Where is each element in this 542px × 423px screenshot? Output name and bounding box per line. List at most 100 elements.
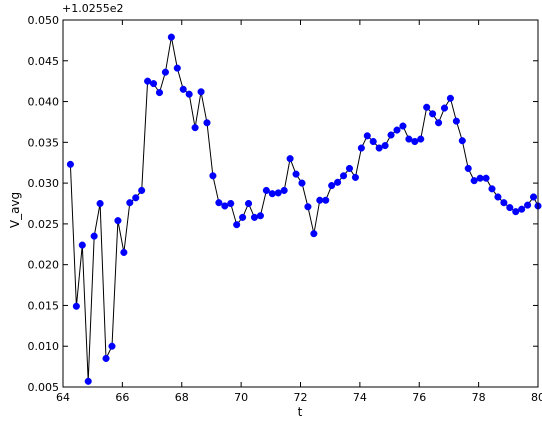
data-point: [357, 144, 365, 152]
data-point: [114, 217, 122, 225]
data-point: [108, 342, 116, 350]
data-point: [250, 213, 259, 221]
y-axis-label: V_avg: [8, 192, 22, 228]
data-point: [429, 110, 437, 118]
y-tick-label: 0.050: [28, 14, 60, 27]
data-point: [494, 193, 502, 201]
x-tick-label: 64: [56, 391, 70, 404]
data-point: [470, 177, 478, 185]
data-point: [339, 172, 348, 180]
data-point: [452, 117, 460, 125]
data-point: [529, 193, 538, 201]
y-offset-label: +1.0255e2: [62, 2, 123, 15]
data-point: [345, 164, 354, 172]
y-tick-label: 0.045: [28, 55, 60, 68]
x-axis-label: t: [298, 405, 303, 419]
series-line: [69, 37, 539, 382]
data-point: [138, 186, 146, 195]
data-point: [387, 131, 395, 139]
x-tick-label: 70: [234, 391, 248, 404]
y-tick-label: 0.025: [28, 218, 60, 231]
y-tick-label: 0.005: [28, 381, 60, 394]
data-point: [96, 199, 104, 208]
x-tick-label: 66: [115, 391, 129, 404]
data-point: [262, 186, 270, 195]
y-tick-label: 0.010: [28, 340, 60, 353]
data-point: [434, 119, 443, 127]
x-tick-label: 74: [353, 391, 367, 404]
data-point: [209, 172, 217, 180]
data-point: [405, 135, 413, 143]
data-point: [363, 132, 371, 140]
x-tick-label: 72: [294, 391, 308, 404]
data-point: [66, 160, 74, 168]
data-point: [126, 199, 134, 207]
data-point: [381, 142, 389, 150]
data-point: [500, 199, 508, 207]
data-point: [256, 212, 264, 220]
data-point: [310, 230, 318, 238]
data-point: [292, 170, 300, 178]
data-point: [518, 205, 526, 213]
data-point: [506, 204, 514, 212]
data-point: [417, 135, 425, 143]
data-point: [393, 126, 401, 134]
axis-ticks: 64 66 68 70 72 74 76 78 80 0.005 0.010 0.015 0.020 0.…: [28, 14, 542, 404]
data-point: [482, 174, 490, 182]
x-tick-label: 68: [175, 391, 189, 404]
data-point: [369, 137, 377, 146]
data-point: [72, 302, 80, 310]
data-point: [316, 196, 324, 204]
y-tick-label: 0.020: [28, 259, 60, 272]
data-point: [185, 90, 193, 98]
x-tick-label: 76: [412, 391, 426, 404]
y-tick-label: 0.040: [28, 96, 60, 109]
data-point: [221, 202, 229, 210]
data-point: [423, 103, 431, 111]
data-point: [161, 68, 169, 76]
data-point: [488, 185, 496, 193]
data-point: [102, 354, 110, 363]
data-point: [90, 232, 98, 240]
data-point: [197, 88, 205, 96]
data-point: [446, 94, 454, 102]
x-tick-label: 80: [531, 391, 542, 404]
data-point: [476, 174, 484, 182]
data-point: [458, 137, 466, 145]
data-point: [78, 241, 86, 249]
data-point: [286, 155, 294, 163]
data-point: [239, 213, 247, 221]
data-point: [144, 77, 152, 85]
data-point: [203, 119, 211, 127]
data-point: [191, 124, 199, 132]
data-point: [84, 377, 92, 385]
data-point: [227, 199, 235, 208]
plot-area: [66, 33, 542, 385]
y-tick-label: 0.015: [28, 299, 60, 312]
data-point: [304, 203, 312, 211]
plot-frame: [62, 19, 539, 388]
data-point: [440, 104, 449, 112]
data-point: [411, 137, 419, 146]
data-point: [167, 33, 175, 41]
y-tick-label: 0.035: [28, 136, 60, 149]
data-point: [322, 196, 330, 204]
data-point: [233, 221, 241, 229]
data-point: [179, 85, 187, 93]
data-point: [132, 194, 140, 202]
data-point: [351, 173, 359, 181]
data-point: [173, 64, 181, 72]
data-point: [120, 248, 128, 256]
y-tick-label: 0.030: [28, 177, 60, 190]
x-tick-label: 78: [472, 391, 486, 404]
data-point: [399, 122, 407, 130]
data-point: [280, 186, 288, 195]
data-point: [155, 89, 164, 97]
data-point: [464, 164, 472, 172]
data-point: [375, 144, 383, 152]
data-point: [244, 199, 253, 208]
data-point: [334, 178, 342, 186]
data-point: [268, 190, 276, 198]
data-point: [215, 199, 223, 207]
